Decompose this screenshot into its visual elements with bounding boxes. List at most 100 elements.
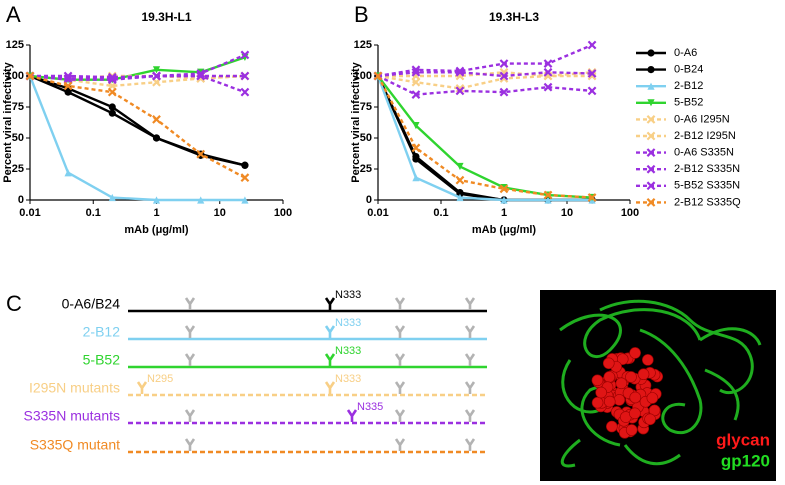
ribbon-strand bbox=[561, 438, 681, 468]
glycan-sphere bbox=[646, 392, 659, 404]
data-point bbox=[240, 87, 250, 97]
row-label: 5-B52 bbox=[83, 352, 121, 368]
x-axis-label: mAb (μg/ml) bbox=[124, 224, 189, 236]
glycan-sphere bbox=[591, 374, 604, 387]
data-point bbox=[412, 174, 420, 182]
data-point bbox=[647, 82, 655, 90]
glycan-symbol bbox=[394, 438, 406, 451]
row-label: 0-A6/B24 bbox=[62, 296, 121, 312]
data-point bbox=[411, 143, 421, 153]
y-tick-label: 50 bbox=[12, 132, 24, 144]
data-point bbox=[455, 67, 465, 77]
data-point bbox=[25, 71, 35, 81]
y-tick-label: 75 bbox=[360, 101, 372, 113]
glycan-symbol bbox=[184, 325, 196, 338]
chart-title: 19.3H-L1 bbox=[141, 10, 191, 24]
data-point bbox=[64, 169, 72, 177]
site-label: N333 bbox=[335, 345, 361, 357]
glycan-sphere bbox=[637, 368, 650, 381]
series-line bbox=[377, 74, 593, 96]
x-tick-label: 10 bbox=[214, 207, 226, 219]
data-point bbox=[499, 87, 509, 97]
glycan-symbol bbox=[464, 438, 476, 451]
series-line bbox=[376, 75, 593, 202]
data-point bbox=[373, 71, 383, 81]
data-point bbox=[152, 134, 161, 142]
glycan-symbol bbox=[394, 353, 406, 366]
chart-title: 19.3H-L3 bbox=[489, 10, 539, 24]
glycan-sphere bbox=[602, 357, 615, 370]
series-line bbox=[29, 74, 246, 167]
ribbon-strand bbox=[639, 328, 703, 435]
data-point bbox=[587, 86, 597, 96]
x-tick-label: 10 bbox=[561, 207, 573, 219]
data-point bbox=[543, 82, 553, 92]
y-tick-label: 125 bbox=[6, 39, 24, 51]
data-point bbox=[646, 131, 656, 141]
data-point bbox=[240, 173, 250, 183]
row-label: S335Q mutant bbox=[30, 437, 120, 453]
data-point bbox=[647, 49, 655, 57]
data-point bbox=[241, 161, 249, 169]
site-label: N333 bbox=[335, 317, 361, 329]
legend-label: 0-A6 S335N bbox=[674, 147, 734, 159]
data-point bbox=[107, 75, 117, 85]
data-point bbox=[587, 69, 597, 78]
data-point bbox=[108, 109, 116, 117]
data-point bbox=[646, 181, 656, 191]
y-tick-label: 0 bbox=[366, 194, 372, 206]
data-point bbox=[411, 77, 421, 87]
x-tick-label: 100 bbox=[621, 207, 639, 219]
data-point bbox=[412, 122, 420, 130]
series-line bbox=[377, 71, 593, 90]
glycan-symbol bbox=[136, 381, 148, 394]
series-line bbox=[28, 75, 245, 202]
legend-label: 2-B12 S335N bbox=[674, 163, 740, 175]
glycan-symbol bbox=[324, 353, 336, 366]
glycan-symbol bbox=[394, 297, 406, 310]
y-tick-label: 125 bbox=[354, 39, 372, 51]
y-tick-label: 75 bbox=[12, 101, 24, 113]
series-line bbox=[376, 75, 593, 202]
data-point bbox=[543, 190, 553, 200]
y-tick-label: 25 bbox=[360, 163, 372, 175]
x-axis-label: mAb (μg/ml) bbox=[472, 224, 537, 236]
data-point bbox=[196, 149, 206, 159]
data-point bbox=[107, 87, 117, 97]
data-point bbox=[455, 86, 465, 96]
glycan-symbol bbox=[184, 438, 196, 451]
legend-label: 0-A6 bbox=[674, 47, 697, 59]
glycan-symbol bbox=[464, 353, 476, 366]
glycan-sphere bbox=[603, 371, 616, 383]
glycan-sphere bbox=[616, 353, 629, 365]
data-point bbox=[543, 59, 553, 68]
glycan-sphere bbox=[644, 413, 656, 426]
glycan-sphere bbox=[625, 371, 637, 383]
series-line bbox=[376, 75, 593, 199]
glycan-symbol bbox=[346, 409, 358, 422]
glycan-symbol bbox=[184, 353, 196, 366]
legend-label: 2-B12 bbox=[674, 80, 703, 92]
series-line bbox=[378, 71, 593, 78]
y-axis-label: Percent viral infectivity bbox=[2, 61, 14, 182]
x-tick-label: 1 bbox=[501, 207, 507, 219]
x-tick-label: 0.1 bbox=[433, 207, 448, 219]
series-line bbox=[377, 71, 593, 78]
data-point bbox=[64, 88, 72, 96]
glycan-sphere bbox=[603, 395, 616, 408]
data-point bbox=[587, 40, 597, 50]
y-tick-label: 100 bbox=[354, 70, 372, 82]
data-point bbox=[456, 162, 464, 171]
data-point bbox=[152, 66, 161, 74]
panel-label: D bbox=[752, 292, 768, 317]
data-point bbox=[587, 193, 597, 202]
panel-label: B bbox=[354, 2, 369, 27]
site-label: N333 bbox=[335, 373, 361, 385]
row-label: S335N mutants bbox=[24, 408, 121, 424]
series-line bbox=[377, 43, 593, 78]
glycan-sphere bbox=[595, 386, 607, 399]
y-tick-label: 0 bbox=[18, 194, 24, 206]
row-label: I295N mutants bbox=[29, 380, 120, 396]
structure-panel bbox=[540, 290, 776, 481]
data-point bbox=[63, 81, 73, 91]
